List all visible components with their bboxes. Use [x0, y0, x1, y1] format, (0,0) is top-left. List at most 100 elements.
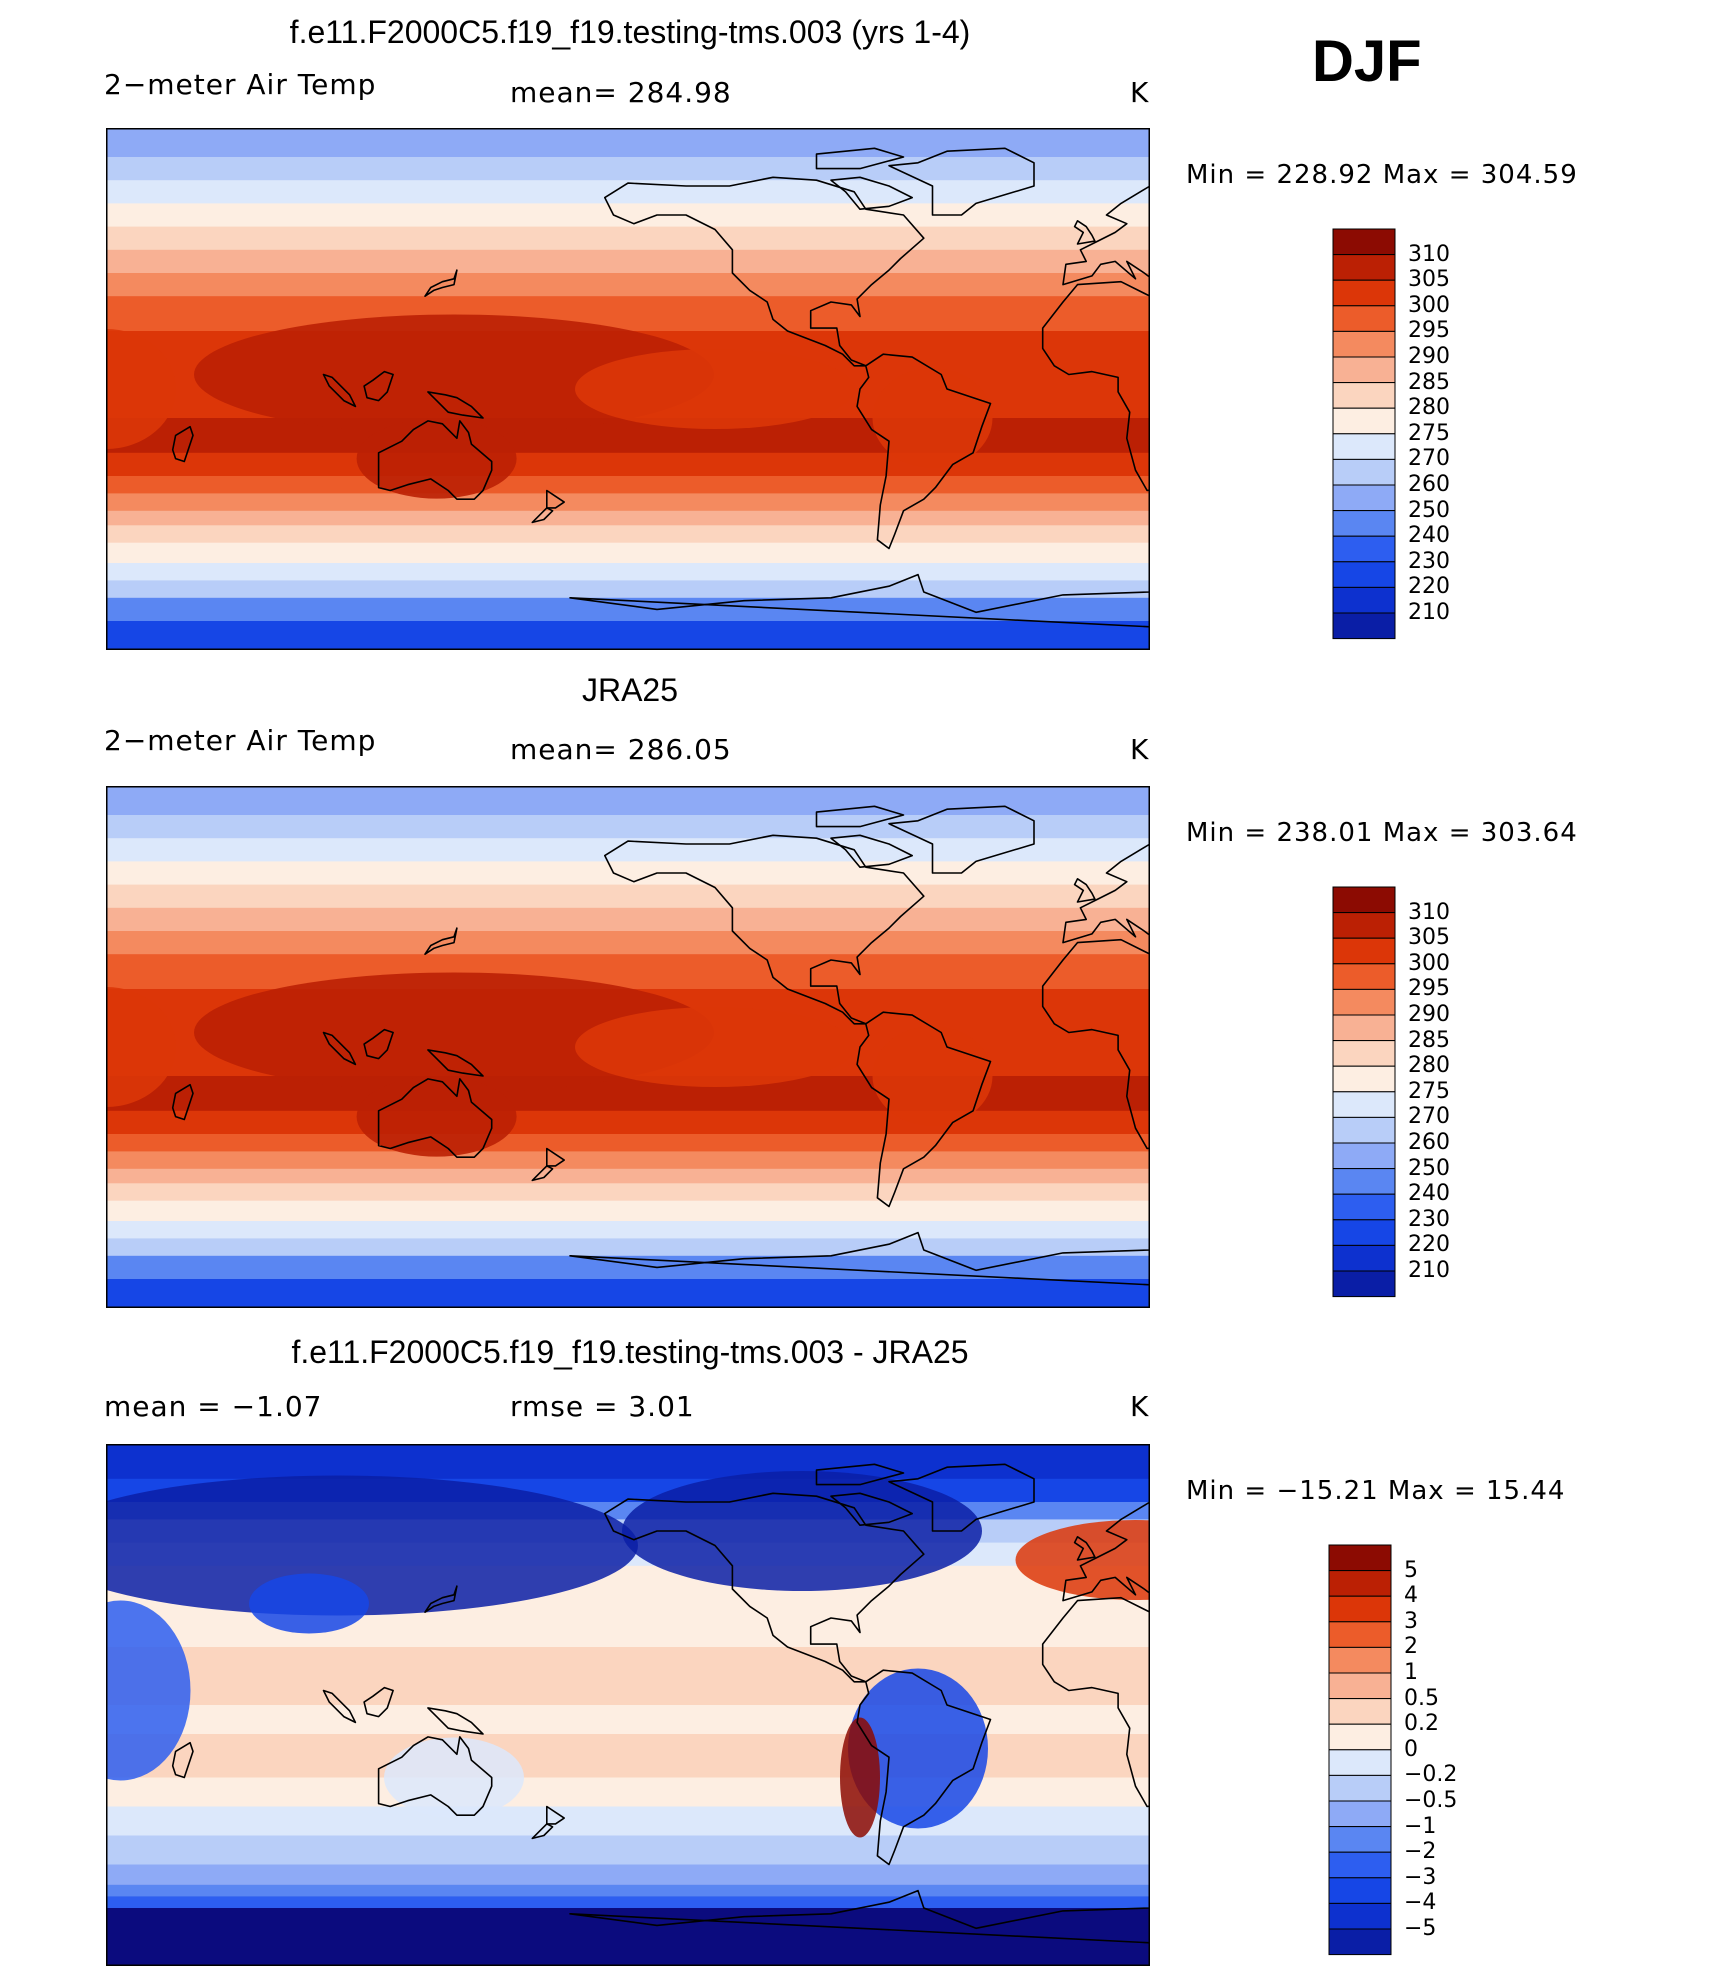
- coastline: [546, 1147, 565, 1167]
- colorbar-swatch: [1332, 228, 1396, 256]
- colorbar-tick-label: 270: [1408, 446, 1450, 472]
- mean-label: mean= 286.05: [510, 733, 732, 766]
- colorbar-tick-label: 300: [1408, 292, 1450, 318]
- contour-band: [106, 815, 1150, 840]
- colorbar-tick-label: 210: [1408, 1258, 1450, 1283]
- coastline: [377, 420, 493, 500]
- rmse-label: rmse = 3.01: [510, 1390, 695, 1423]
- contour-band: [106, 1076, 1150, 1112]
- colorbar-tick-label: −5: [1404, 1916, 1437, 1941]
- coastline: [888, 805, 1035, 874]
- contour-band: [106, 1444, 1150, 1480]
- colorbar-swatch: [1332, 1219, 1396, 1246]
- anomaly-region: [840, 1717, 880, 1838]
- colorbar-swatch: [1332, 510, 1396, 537]
- units-label: K: [1130, 733, 1150, 766]
- min-max-label: Min = −15.21 Max = 15.44: [1186, 1476, 1566, 1506]
- colorbar-tick-label: −0.5: [1404, 1788, 1458, 1813]
- colorbar-tick-label: 295: [1408, 976, 1450, 1002]
- colorbar-tick-label: 270: [1408, 1104, 1450, 1130]
- colorbar-swatch: [1332, 1168, 1396, 1195]
- coastline: [569, 1231, 1150, 1286]
- colorbar-tick-label: 240: [1408, 1181, 1450, 1207]
- colorbar-tick-label: 280: [1408, 1053, 1450, 1079]
- colorbar-swatch: [1328, 1723, 1392, 1751]
- coastline: [424, 1585, 458, 1613]
- contour-band: [106, 1777, 1150, 1808]
- map-frame: [106, 786, 1150, 1308]
- coastline: [546, 1805, 565, 1825]
- coastline: [604, 1492, 925, 1683]
- warm-region: [194, 972, 714, 1093]
- coastline: [424, 269, 458, 297]
- anomaly-region: [622, 1471, 982, 1591]
- warm-region: [356, 418, 517, 499]
- colorbar-swatch: [1332, 279, 1396, 307]
- contour-band: [106, 1896, 1150, 1909]
- colorbar-swatch: [1328, 1877, 1392, 1904]
- contour-band: [106, 621, 1150, 650]
- coastline: [569, 573, 1150, 628]
- colorbar-swatch: [1332, 1014, 1396, 1042]
- colorbar-swatch: [1332, 407, 1396, 435]
- contour-band: [106, 1647, 1150, 1706]
- contour-band: [106, 1864, 1150, 1886]
- coastline: [171, 1741, 194, 1779]
- colorbar-swatch: [1328, 1902, 1392, 1930]
- colorbar-swatch: [1332, 382, 1396, 409]
- contour-band: [106, 1279, 1150, 1308]
- colorbar-tick-label: 290: [1408, 1002, 1450, 1027]
- contour-band: [106, 1221, 1150, 1240]
- variable-label: 2−meter Air Temp: [104, 68, 377, 101]
- season-label: DJF: [1312, 29, 1422, 94]
- contour-band: [106, 563, 1150, 582]
- units-label: K: [1130, 76, 1150, 109]
- contour-band: [106, 273, 1150, 298]
- colorbar-tick-label: 1: [1404, 1660, 1418, 1685]
- contour-band: [106, 525, 1150, 544]
- colorbar-swatch: [1332, 330, 1396, 358]
- coastline: [1073, 1536, 1096, 1561]
- contour-band: [106, 249, 1150, 274]
- mean-label: mean = −1.07: [104, 1390, 323, 1423]
- colorbar-swatch: [1328, 1595, 1392, 1623]
- colorbar-tick-label: −4: [1404, 1890, 1437, 1916]
- contour-band: [106, 1734, 1150, 1779]
- colorbar-tick-label: 305: [1408, 925, 1450, 951]
- variable-label: 2−meter Air Temp: [104, 724, 377, 757]
- colorbar-swatch: [1332, 1244, 1396, 1272]
- coastline: [856, 1669, 992, 1866]
- contour-band: [106, 1806, 1150, 1837]
- contour-band: [106, 510, 1150, 527]
- colorbar-tick-label: 0.2: [1404, 1711, 1439, 1737]
- coastline: [830, 176, 913, 210]
- colorbar-tick-label: 285: [1408, 369, 1450, 395]
- coastline: [1041, 938, 1150, 1150]
- colorbar-swatch: [1332, 963, 1396, 990]
- colorbar-swatch: [1332, 912, 1396, 939]
- colorbar-swatch: [1328, 1646, 1392, 1674]
- colorbar-tick-label: 260: [1408, 472, 1450, 497]
- contour-band: [106, 861, 1150, 886]
- colorbar-tick-label: 0.5: [1404, 1685, 1439, 1711]
- colorbar-tick-label: 305: [1408, 267, 1450, 293]
- coastline: [888, 147, 1035, 216]
- warm-region: [194, 314, 714, 435]
- panel-title: f.e11.F2000C5.f19_f19.testing-tms.003 (y…: [289, 14, 971, 50]
- warm-region: [872, 1026, 993, 1126]
- contour-band: [106, 493, 1150, 512]
- map-frame: [106, 1444, 1150, 1966]
- colorbar-tick-label: 280: [1408, 395, 1450, 421]
- colorbar-swatch: [1328, 1826, 1392, 1853]
- contour-band: [106, 838, 1150, 863]
- colorbar-swatch: [1328, 1851, 1392, 1879]
- colorbar-swatch: [1332, 561, 1396, 588]
- colorbar-swatch: [1328, 1672, 1392, 1700]
- colorbar-swatch: [1332, 356, 1396, 384]
- colorbar-tick-label: 240: [1408, 523, 1450, 549]
- contour-band: [106, 542, 1150, 564]
- colorbar-tick-label: 3: [1404, 1608, 1418, 1634]
- colorbar-tick-label: −3: [1404, 1864, 1437, 1890]
- coastline: [604, 176, 925, 367]
- min-max-label: Min = 228.92 Max = 304.59: [1186, 160, 1578, 190]
